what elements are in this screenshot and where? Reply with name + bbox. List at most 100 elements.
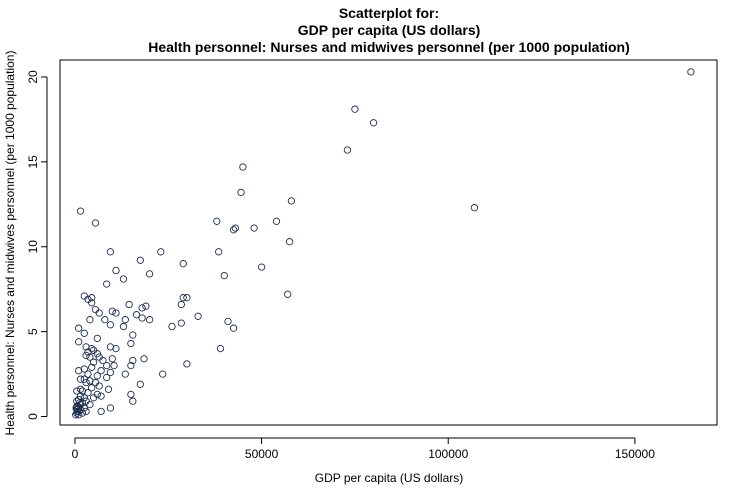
data-point: [75, 367, 83, 375]
data-point: [73, 407, 81, 416]
data-point: [250, 224, 258, 232]
data-point: [140, 355, 148, 363]
x-tick-label: 50000: [245, 447, 279, 461]
data-point: [229, 324, 238, 332]
data-point: [127, 390, 135, 399]
data-point: [257, 263, 266, 271]
data-point: [86, 316, 94, 324]
data-point: [88, 344, 96, 353]
data-point: [112, 344, 120, 353]
data-point: [108, 307, 116, 315]
data-point: [112, 266, 120, 275]
data-point: [224, 317, 232, 326]
data-point: [125, 300, 133, 309]
data-point: [285, 238, 294, 246]
data-point: [108, 355, 116, 363]
data-point: [91, 219, 100, 227]
x-tick-label: 150000: [615, 447, 655, 461]
y-tick-label: 5: [26, 328, 40, 335]
data-point: [88, 299, 96, 307]
data-point: [95, 382, 103, 390]
data-point: [157, 248, 165, 256]
data-point: [284, 290, 292, 298]
data-point: [110, 361, 118, 370]
data-point: [216, 344, 225, 353]
data-point: [72, 404, 80, 412]
data-point: [76, 392, 85, 400]
data-point: [136, 380, 144, 388]
data-point: [80, 292, 88, 300]
data-point: [470, 204, 479, 212]
data-point: [132, 311, 141, 319]
data-point: [213, 217, 221, 225]
chart-title: Scatterplot for: GDP per capita (US doll…: [148, 5, 630, 55]
data-point: [351, 105, 359, 113]
data-point: [99, 356, 107, 365]
data-point: [75, 399, 84, 407]
data-point: [136, 256, 144, 264]
data-point: [106, 404, 115, 412]
data-point: [179, 294, 187, 302]
chart-title-line-1: Scatterplot for:: [339, 5, 439, 21]
data-point: [84, 370, 92, 378]
data-point: [82, 351, 90, 360]
data-point: [168, 322, 176, 331]
data-point: [103, 361, 111, 370]
data-point: [86, 353, 94, 361]
data-point: [82, 378, 90, 387]
data-point: [177, 319, 185, 327]
data-point: [88, 363, 96, 371]
data-point: [138, 314, 146, 322]
data-point: [106, 368, 115, 377]
data-point: [194, 312, 202, 320]
x-tick-label: 0: [72, 447, 79, 461]
data-point: [129, 331, 137, 339]
data-point: [75, 324, 83, 332]
y-tick-label: 10: [26, 240, 40, 254]
data-point: [89, 394, 98, 402]
data-point: [237, 188, 245, 197]
data-point: [80, 329, 88, 337]
data-point: [119, 322, 128, 331]
data-point: [82, 407, 90, 416]
data-point: [183, 360, 191, 368]
data-point: [129, 397, 137, 405]
data-point: [127, 361, 135, 370]
data-point: [76, 207, 85, 215]
data-point: [89, 358, 98, 366]
data-point: [93, 390, 101, 399]
data-point: [177, 300, 185, 309]
data-point: [73, 387, 81, 395]
y-tick-label: 15: [26, 155, 40, 169]
x-axis: 0 50000 100000 150000: [72, 437, 655, 461]
data-point: [142, 302, 150, 310]
data-point: [76, 375, 85, 383]
data-point: [145, 316, 154, 324]
data-point: [121, 316, 129, 324]
data-point: [75, 338, 83, 346]
chart-title-line-3: Health personnel: Nurses and midwives pe…: [148, 39, 630, 55]
data-point: [287, 197, 296, 205]
data-point: [88, 384, 96, 392]
data-point: [76, 385, 85, 393]
chart-title-line-2: GDP per capita (US dollars): [298, 22, 481, 38]
data-point: [229, 226, 238, 234]
data-point: [138, 304, 146, 312]
data-point: [231, 224, 240, 232]
data-point: [75, 411, 83, 419]
data-point: [78, 409, 87, 417]
data-point: [91, 305, 100, 314]
y-tick-label: 0: [26, 413, 40, 420]
y-axis: 0 5 10 15 20: [26, 70, 48, 420]
data-point: [220, 271, 228, 280]
y-axis-label: Health personnel: Nurses and midwives pe…: [3, 51, 17, 436]
data-point: [101, 316, 109, 324]
data-point: [159, 370, 167, 378]
data-point: [129, 356, 137, 365]
data-point: [183, 294, 191, 302]
data-point: [121, 370, 129, 378]
data-points: [72, 68, 695, 419]
data-point: [687, 68, 695, 76]
data-point: [97, 392, 105, 400]
